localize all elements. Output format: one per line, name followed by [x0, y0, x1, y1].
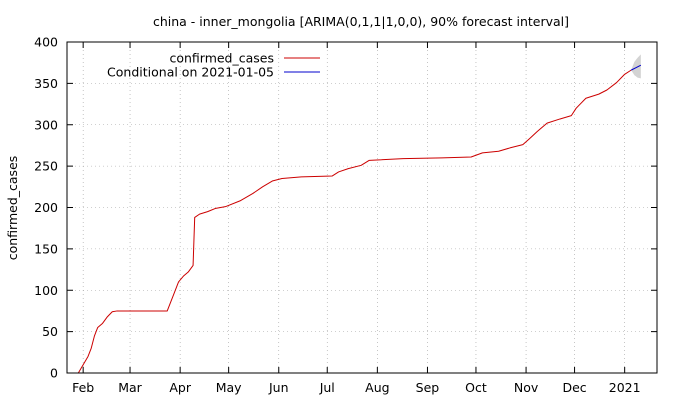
y-tick-label: 250	[34, 159, 58, 174]
x-tick-label: 2021	[609, 380, 641, 395]
y-tick-label: 100	[34, 283, 58, 298]
series-line-confirmed-cases	[77, 69, 632, 374]
x-tick-label: Oct	[465, 380, 487, 395]
y-tick-label: 50	[42, 324, 58, 339]
x-tick-label: Nov	[514, 380, 539, 395]
x-tick-label: Apr	[169, 380, 191, 395]
y-axis-label: confirmed_cases	[5, 156, 20, 261]
series-line-forecast	[630, 64, 642, 71]
x-tick-label: Jul	[319, 380, 335, 395]
legend-label: confirmed_cases	[169, 51, 274, 66]
y-tick-label: 400	[34, 35, 58, 50]
x-tick-label: Sep	[416, 380, 440, 395]
chart-title: china - inner_mongolia [ARIMA(0,1,1|1,0,…	[153, 14, 569, 29]
y-tick-label: 150	[34, 241, 58, 256]
axis-ticks	[67, 41, 657, 374]
y-tick-label: 200	[34, 200, 58, 215]
x-tick-label: May	[216, 380, 242, 395]
x-tick-label: Jun	[268, 380, 289, 395]
tick-labels: 0 50 100 150 200 250 300 350 400 Feb Mar Apr May Jun J…	[34, 35, 640, 396]
x-tick-label: Dec	[562, 380, 586, 395]
y-tick-label: 0	[50, 366, 58, 381]
x-tick-label: Feb	[72, 380, 94, 395]
series-layer	[77, 64, 642, 374]
forecast-interval-band	[631, 54, 641, 79]
y-tick-label: 350	[34, 76, 58, 91]
forecast-band-layer	[631, 54, 641, 79]
x-tick-label: Mar	[118, 380, 142, 395]
x-tick-label: Aug	[365, 380, 389, 395]
legend-label: Conditional on 2021-01-05	[107, 65, 274, 80]
y-tick-label: 300	[34, 117, 58, 132]
